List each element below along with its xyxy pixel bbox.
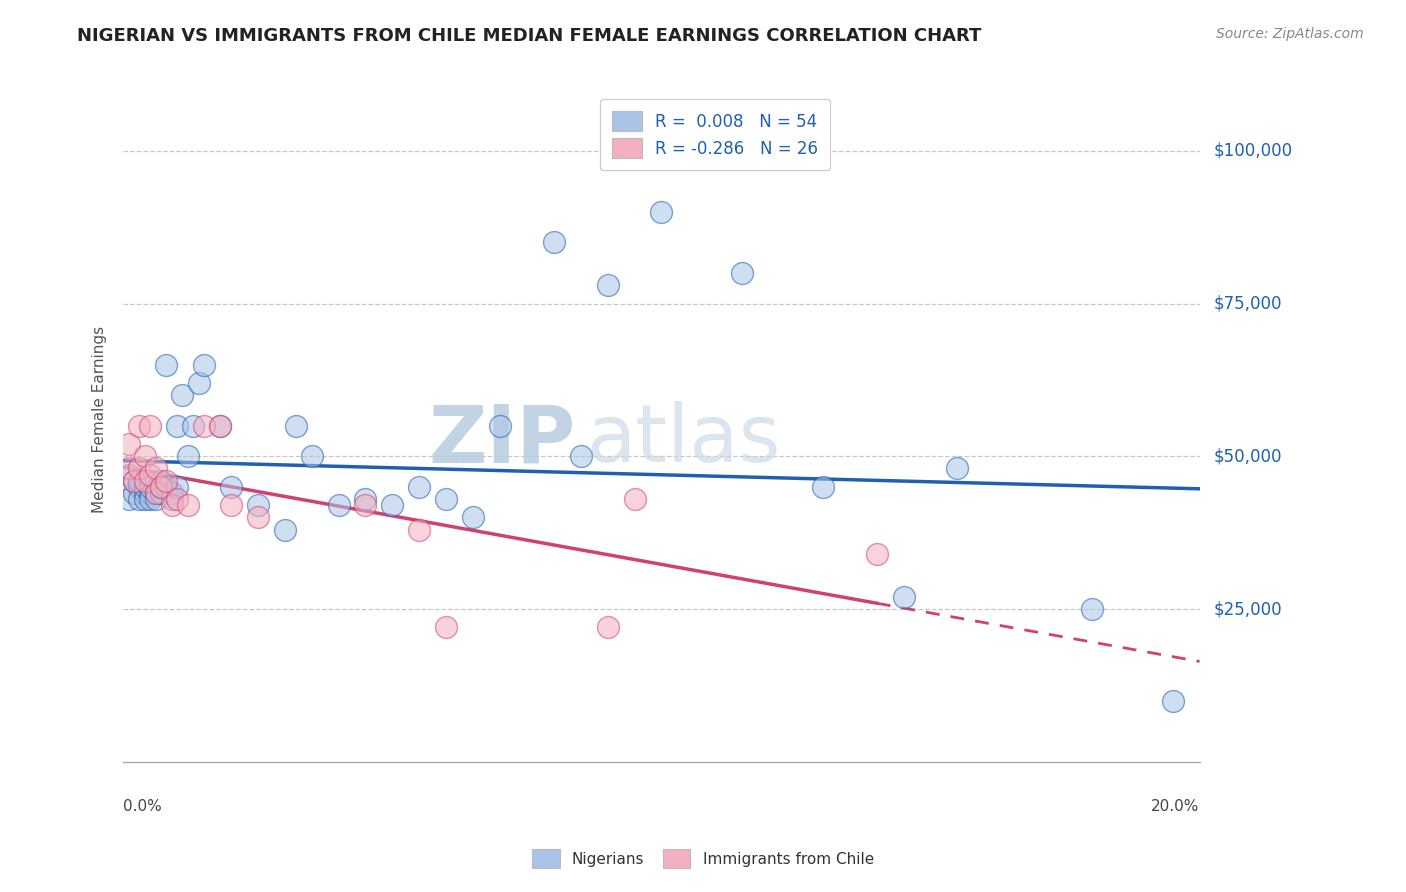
Point [139, 474, 162, 488]
Point [284, 418, 307, 433]
Text: $25,000: $25,000 [1213, 600, 1282, 618]
Point [145, 486, 167, 500]
Point [122, 486, 145, 500]
Text: 0.0%: 0.0% [124, 799, 162, 814]
Point [354, 491, 377, 506]
Point [160, 486, 183, 500]
Point [219, 480, 242, 494]
Point [118, 467, 141, 482]
Point [134, 480, 156, 494]
Point [209, 418, 232, 433]
Y-axis label: Median Female Earnings: Median Female Earnings [93, 326, 107, 513]
Point [1161, 694, 1184, 708]
Point [246, 510, 269, 524]
Point [408, 480, 430, 494]
Point [155, 358, 177, 372]
Point [145, 486, 167, 500]
Point [134, 474, 156, 488]
Point [489, 418, 512, 433]
Point [274, 523, 297, 537]
Point [155, 480, 177, 494]
Point [543, 235, 565, 250]
Point [569, 450, 592, 464]
Point [381, 498, 404, 512]
Point [128, 461, 150, 475]
Point [328, 498, 350, 512]
Point [193, 358, 215, 372]
Legend: Nigerians, Immigrants from Chile: Nigerians, Immigrants from Chile [524, 841, 882, 875]
Legend: R =  0.008   N = 54, R = -0.286   N = 26: R = 0.008 N = 54, R = -0.286 N = 26 [600, 100, 830, 170]
Point [209, 418, 232, 433]
Point [434, 491, 457, 506]
Point [893, 590, 915, 604]
Point [461, 510, 484, 524]
Point [166, 418, 188, 433]
Text: Source: ZipAtlas.com: Source: ZipAtlas.com [1216, 27, 1364, 41]
Point [118, 437, 141, 451]
Point [118, 461, 141, 475]
Point [181, 418, 204, 433]
Point [177, 450, 200, 464]
Point [354, 498, 377, 512]
Point [134, 450, 156, 464]
Point [596, 620, 619, 634]
Point [149, 480, 172, 494]
Point [866, 547, 889, 561]
Point [139, 480, 162, 494]
Point [623, 491, 645, 506]
Point [811, 480, 834, 494]
Point [596, 278, 619, 293]
Point [1081, 602, 1104, 616]
Point [139, 491, 162, 506]
Point [172, 388, 194, 402]
Point [149, 474, 172, 488]
Point [193, 418, 215, 433]
Point [177, 498, 200, 512]
Point [166, 480, 188, 494]
Point [139, 486, 162, 500]
Point [139, 418, 162, 433]
Point [118, 491, 141, 506]
Text: $75,000: $75,000 [1213, 294, 1282, 312]
Point [187, 376, 209, 390]
Point [145, 491, 167, 506]
Point [166, 491, 188, 506]
Point [946, 461, 969, 475]
Point [160, 498, 183, 512]
Text: NIGERIAN VS IMMIGRANTS FROM CHILE MEDIAN FEMALE EARNINGS CORRELATION CHART: NIGERIAN VS IMMIGRANTS FROM CHILE MEDIAN… [77, 27, 981, 45]
Point [139, 467, 162, 482]
Text: ZIP: ZIP [427, 401, 575, 479]
Point [149, 486, 172, 500]
Point [650, 205, 672, 219]
Point [731, 266, 754, 280]
Point [122, 474, 145, 488]
Text: atlas: atlas [586, 401, 780, 479]
Point [128, 491, 150, 506]
Point [149, 480, 172, 494]
Point [219, 498, 242, 512]
Point [408, 523, 430, 537]
Point [301, 450, 323, 464]
Point [128, 474, 150, 488]
Point [134, 486, 156, 500]
Text: $50,000: $50,000 [1213, 447, 1282, 466]
Point [246, 498, 269, 512]
Point [160, 491, 183, 506]
Point [145, 474, 167, 488]
Point [155, 474, 177, 488]
Point [134, 491, 156, 506]
Point [122, 474, 145, 488]
Point [434, 620, 457, 634]
Point [128, 480, 150, 494]
Point [128, 418, 150, 433]
Point [145, 461, 167, 475]
Text: 20.0%: 20.0% [1152, 799, 1199, 814]
Text: $100,000: $100,000 [1213, 142, 1292, 160]
